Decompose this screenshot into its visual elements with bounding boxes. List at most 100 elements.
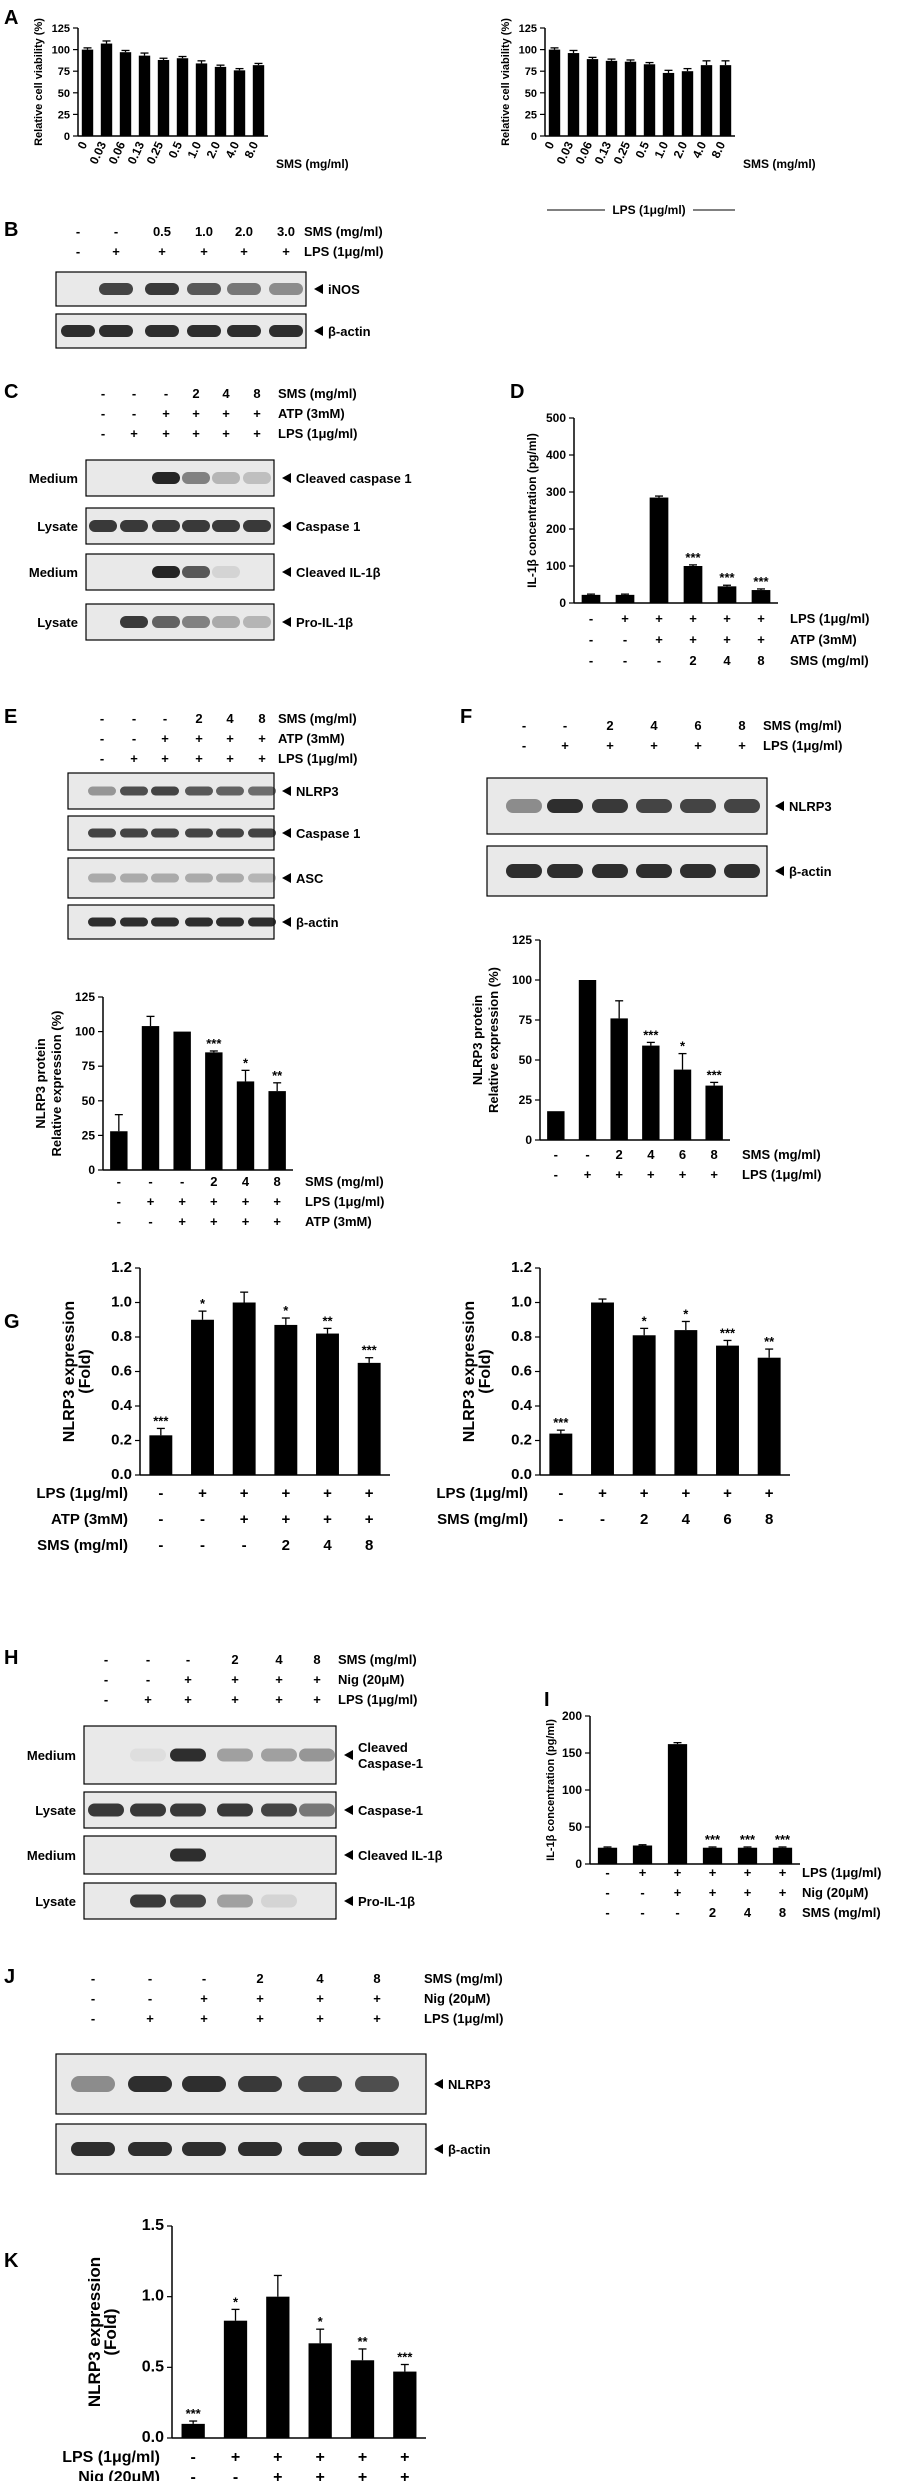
blot-label: Caspase-1 <box>358 1756 423 1771</box>
bar <box>223 2320 248 2438</box>
treatment-cell: - <box>163 711 167 726</box>
bar <box>643 64 656 136</box>
treatment-cell: 2 <box>616 1147 623 1162</box>
treatment-cell: + <box>162 426 170 441</box>
bar <box>632 1845 653 1864</box>
panel-label-f: F <box>460 706 472 728</box>
x-tick-label: 1.0 <box>651 139 671 160</box>
treatment-cell: + <box>709 1885 717 1900</box>
treatment-cell: + <box>561 738 569 753</box>
blot-band <box>248 786 276 796</box>
bar <box>632 1335 656 1475</box>
treatment-cell: - <box>623 632 627 647</box>
treatment-cell: - <box>589 611 593 626</box>
blot-fraction-label: Medium <box>29 471 78 486</box>
blot-band <box>145 283 179 295</box>
blot-band <box>128 2142 172 2156</box>
treatment-cell: - <box>158 1485 163 1502</box>
bar <box>138 55 151 137</box>
treatment-cell: - <box>200 1511 205 1528</box>
y-tick-label: 300 <box>546 485 566 499</box>
treatment-label: Nig (20μM) <box>802 1885 868 1900</box>
blot-label: NLRP3 <box>448 2077 491 2092</box>
treatment-cell: + <box>323 1511 332 1528</box>
significance-mark: * <box>243 1055 249 1070</box>
treatment-cell: 0.5 <box>153 224 171 239</box>
treatment-cell: 8 <box>258 711 265 726</box>
treatment-cell: + <box>689 632 697 647</box>
bar <box>757 1357 781 1475</box>
treatment-cell: + <box>723 632 731 647</box>
blot-band <box>120 616 148 628</box>
blot-band <box>182 616 210 628</box>
treatment-cell: 4 <box>316 1971 324 1986</box>
blot-band <box>724 864 760 878</box>
treatment-cell: 6 <box>723 1511 731 1528</box>
treatment-cell: 4 <box>682 1511 691 1528</box>
x-tick-label: 0.13 <box>125 139 148 166</box>
treatment-label: Nig (20μM) <box>78 2469 160 2481</box>
treatment-cell: 8 <box>373 1971 380 1986</box>
significance-mark: ** <box>322 1313 333 1328</box>
blot-strip: Caspase 1 <box>67 815 360 851</box>
y-tick-label: 0.2 <box>111 1432 132 1449</box>
treatment-cell: + <box>315 2449 324 2466</box>
treatment-cell: - <box>589 653 593 668</box>
treatment-cell: + <box>358 2449 367 2466</box>
panel-label-k: K <box>4 2250 19 2272</box>
bar <box>350 2360 375 2438</box>
blot-band <box>217 1894 253 1908</box>
bar-chart: 0 25 50 75 100 125 Relative cell viability (%) <box>33 18 268 146</box>
y-tick-label: 0.5 <box>142 2358 164 2375</box>
treatment-cell: 2 <box>709 1905 716 1920</box>
treatment-cell: + <box>240 244 248 259</box>
bar <box>586 59 599 136</box>
y-tick-label: 1.0 <box>511 1294 532 1311</box>
y-tick-label: 0.2 <box>511 1432 532 1449</box>
treatment-label: ATP (3mM) <box>278 406 345 421</box>
blot-label: NLRP3 <box>296 784 339 799</box>
y-tick-label: 0.0 <box>511 1466 532 1483</box>
treatment-cell: + <box>158 244 166 259</box>
bar <box>195 63 208 137</box>
x-tick-label: 0.03 <box>554 139 577 166</box>
treatment-cell: + <box>184 1692 192 1707</box>
y-tick-label: 25 <box>82 1128 96 1142</box>
bar <box>176 58 189 136</box>
treatment-cell: + <box>161 751 169 766</box>
bar-chart: 0 25 50 75 100 125 NLRP3 protein Relative expre… <box>470 933 730 1147</box>
treatment-label: SMS (mg/ml) <box>305 1174 384 1189</box>
blot-band <box>243 520 271 532</box>
y-tick-label: 1.2 <box>511 1259 532 1276</box>
treatment-cell: 6 <box>694 718 701 733</box>
treatment-label: LPS (1μg/ml) <box>36 1485 128 1502</box>
panel-label-i: I <box>544 1689 550 1711</box>
bar <box>597 1847 618 1864</box>
blot-membrane <box>83 1725 337 1785</box>
blot-band <box>217 1803 253 1817</box>
bar <box>547 1111 565 1140</box>
bar-chart: 0 100 200 300 400 500 IL-1β concentration (pg/… <box>525 411 778 610</box>
blot-band <box>170 1803 206 1817</box>
bar <box>681 71 694 136</box>
treatment-cell: + <box>694 738 702 753</box>
blot-band <box>152 520 180 532</box>
treatment-cell: + <box>650 738 658 753</box>
treatment-cell: + <box>240 1485 249 1502</box>
treatment-cell: + <box>744 1885 752 1900</box>
x-tick-label: 0.06 <box>573 139 596 166</box>
arrow-icon <box>282 473 291 483</box>
bar <box>191 1319 214 1475</box>
blot-band <box>680 799 716 813</box>
y-tick-label: 75 <box>525 66 537 78</box>
blot-strip: β-actin <box>55 2123 491 2175</box>
blot-band <box>299 1748 335 1762</box>
treatment-cell: 2 <box>192 386 199 401</box>
blot-band <box>130 1748 166 1762</box>
significance-mark: *** <box>753 574 769 589</box>
treatment-cell: + <box>253 426 261 441</box>
treatment-cell: - <box>180 1174 184 1189</box>
arrow-icon <box>434 2079 443 2089</box>
blot-band <box>145 325 179 337</box>
treatment-cell: + <box>723 611 731 626</box>
